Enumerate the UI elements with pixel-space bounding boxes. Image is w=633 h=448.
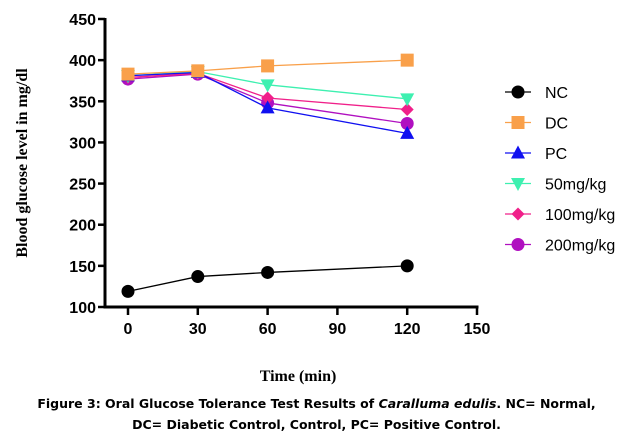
- series-line: [127, 73, 408, 125]
- data-point: [261, 91, 275, 105]
- legend: NC DC PC 50mg/kg 100mg/kg 200mg/kg: [505, 85, 615, 255]
- legend-label: DC: [545, 116, 568, 133]
- x-tick-label: 90: [329, 321, 347, 338]
- legend-marker: [511, 178, 525, 191]
- series-line: [127, 265, 408, 293]
- data-point: [121, 67, 135, 81]
- legend-label: 100mg/kg: [545, 207, 615, 224]
- legend-item: DC: [505, 116, 568, 133]
- y-tick-label: 300: [69, 135, 96, 152]
- y-tick-label: 450: [69, 12, 96, 29]
- legend-item: 50mg/kg: [505, 177, 606, 194]
- legend-label: 200mg/kg: [545, 238, 615, 255]
- y-tick-label: 100: [69, 300, 96, 317]
- data-point: [400, 117, 414, 131]
- y-tick-label: 150: [69, 259, 96, 276]
- data-point: [400, 259, 414, 273]
- series-nc: [121, 259, 414, 298]
- chart: 100 150 200 250 300 350 400 450 0 30 60 90 120 150 NC…: [14, 12, 615, 385]
- legend-marker: [511, 207, 525, 221]
- legend-item: PC: [505, 145, 567, 163]
- y-axis-title: Blood glucose level in mg/dl: [14, 68, 31, 258]
- x-tick-label: 0: [124, 321, 133, 338]
- legend-label: PC: [545, 146, 567, 163]
- data-point: [400, 93, 415, 107]
- caption-suffix: . NC= Normal,: [496, 396, 596, 411]
- data-point: [261, 265, 275, 279]
- data-point: [260, 100, 275, 114]
- x-tick-label: 60: [259, 321, 277, 338]
- series-line: [127, 71, 408, 135]
- x-axis-title: Time (min): [260, 368, 337, 385]
- series-layer: [121, 53, 415, 298]
- data-point: [400, 53, 414, 67]
- legend-marker: [511, 238, 525, 251]
- x-tick-label: 150: [464, 321, 491, 338]
- data-point: [400, 125, 415, 139]
- axes: 100 150 200 250 300 350 400 450 0 30 60 90 120 150: [69, 12, 490, 338]
- y-tick-label: 250: [69, 177, 96, 194]
- series-dc: [121, 53, 414, 81]
- x-tick-label: 30: [189, 321, 207, 338]
- y-tick-label: 350: [69, 94, 96, 111]
- caption-species: Caralluma edulis: [378, 396, 497, 411]
- legend-marker: [511, 85, 525, 99]
- figure-caption: Figure 3: Oral Glucose Tolerance Test Re…: [0, 393, 633, 435]
- series-line: [127, 72, 408, 111]
- caption-line2: DC= Diabetic Control, Control, PC= Posit…: [132, 417, 501, 432]
- data-point: [260, 79, 275, 93]
- legend-label: 50mg/kg: [545, 177, 606, 194]
- legend-item: 100mg/kg: [505, 207, 615, 224]
- legend-marker: [511, 116, 525, 129]
- legend-item: NC: [505, 85, 568, 102]
- legend-item: 200mg/kg: [505, 238, 615, 255]
- data-point: [191, 270, 205, 284]
- series-line: [127, 59, 408, 75]
- caption-prefix: Figure 3: Oral Glucose Tolerance Test Re…: [37, 396, 379, 411]
- data-point: [261, 59, 275, 73]
- x-tick-label: 120: [394, 321, 421, 338]
- legend-marker: [511, 145, 525, 159]
- data-point: [400, 103, 414, 117]
- legend-label: NC: [545, 85, 568, 102]
- y-tick-label: 200: [69, 218, 96, 235]
- data-point: [191, 64, 205, 78]
- data-point: [121, 284, 135, 298]
- y-tick-label: 400: [69, 53, 96, 70]
